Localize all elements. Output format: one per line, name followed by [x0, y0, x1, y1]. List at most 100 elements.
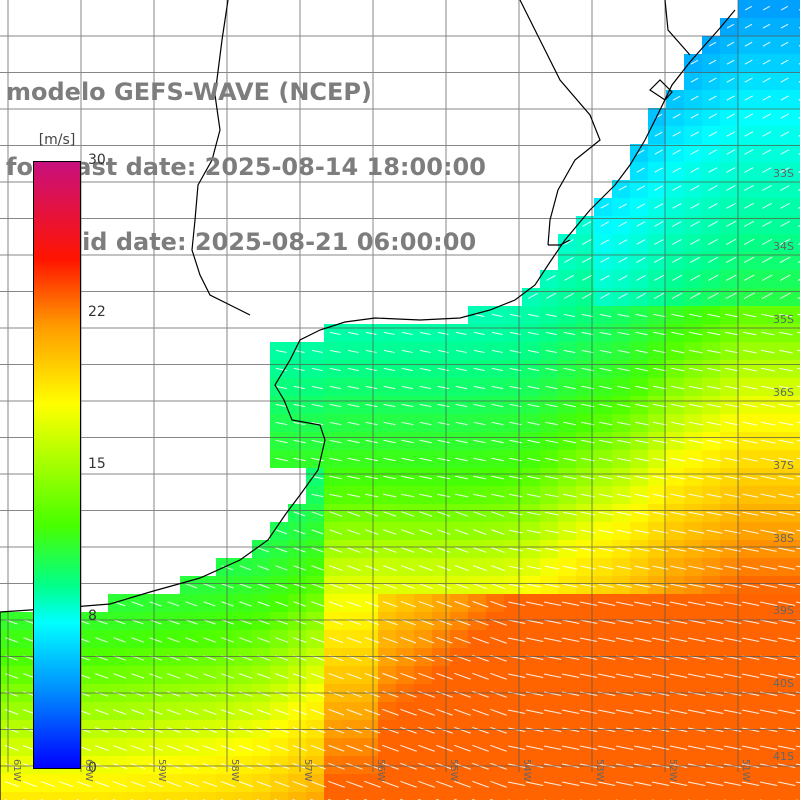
wind-arrow — [779, 292, 791, 300]
wind-arrow — [726, 202, 736, 209]
wind-arrow — [131, 637, 144, 643]
wind-arrow — [724, 781, 742, 786]
wind-arrow — [780, 95, 789, 101]
wind-arrow — [562, 745, 580, 750]
wind-arrow — [760, 637, 778, 642]
lon-label: 51W — [740, 759, 751, 782]
wind-arrow — [580, 619, 598, 624]
wind-arrow — [708, 167, 718, 173]
wind-arrow — [436, 690, 453, 698]
wind-arrow — [545, 385, 558, 390]
wind-arrow — [652, 619, 670, 624]
wind-arrow — [418, 726, 435, 734]
wind-arrow — [688, 745, 706, 750]
wind-arrow — [616, 601, 634, 606]
wind-arrow — [455, 547, 469, 553]
wind-cell — [792, 774, 800, 792]
wind-arrow — [634, 475, 650, 480]
wind-arrow — [690, 167, 700, 173]
wind-arrow — [329, 475, 343, 480]
wind-arrow — [257, 637, 271, 643]
wind-arrow — [95, 673, 109, 679]
lat-label: 41S — [773, 750, 794, 763]
wind-arrow — [436, 726, 453, 734]
wind-arrow — [418, 636, 435, 644]
wind-arrow — [491, 439, 504, 444]
wind-arrow — [508, 673, 526, 678]
wind-arrow — [762, 220, 773, 227]
wind-arrow — [634, 601, 652, 606]
wind-arrow — [257, 583, 270, 589]
wind-arrow — [383, 493, 397, 498]
wind-arrow — [562, 637, 580, 642]
wind-arrow — [364, 601, 380, 608]
wind-arrow — [634, 637, 652, 642]
wind-arrow — [562, 673, 580, 678]
wind-arrow — [618, 257, 628, 263]
wind-arrow — [778, 511, 795, 516]
wind-arrow — [580, 781, 598, 786]
wind-cell — [792, 0, 800, 18]
wind-arrow — [167, 637, 180, 643]
wind-arrow — [472, 583, 487, 590]
wind-arrow — [563, 457, 577, 462]
wind-arrow — [311, 457, 324, 462]
wind-arrow — [672, 167, 682, 173]
wind-arrow — [689, 385, 703, 390]
wind-arrow — [780, 167, 790, 173]
wind-arrow — [778, 493, 795, 498]
wind-arrow — [455, 367, 467, 372]
wind-arrow — [490, 672, 507, 680]
wind-arrow — [256, 709, 271, 715]
wind-cell — [540, 792, 558, 800]
wind-cell — [792, 450, 800, 468]
wind-arrow — [760, 565, 778, 570]
wind-arrow — [347, 367, 359, 372]
wind-arrow — [636, 221, 646, 227]
wind-arrow — [275, 601, 288, 607]
wind-arrow — [491, 349, 503, 354]
wind-arrow — [598, 673, 616, 678]
wind-arrow — [688, 493, 704, 498]
wind-arrow — [383, 547, 397, 553]
wind-arrow — [726, 149, 736, 155]
wind-arrow — [796, 511, 800, 514]
wind-arrow — [166, 781, 182, 788]
wind-arrow — [419, 349, 431, 354]
wind-arrow — [743, 292, 755, 300]
wind-arrow — [418, 708, 435, 716]
lon-label: 58W — [229, 759, 240, 782]
wind-arrow — [545, 421, 558, 426]
wind-arrow — [473, 457, 486, 462]
wind-cell — [792, 396, 800, 414]
wind-arrow — [744, 202, 754, 209]
wind-arrow — [616, 565, 632, 570]
wind-arrow — [726, 220, 736, 227]
border-east — [519, 0, 601, 246]
wind-arrow — [347, 457, 360, 462]
wind-arrow — [5, 709, 19, 715]
wind-arrow — [599, 331, 612, 336]
wind-arrow — [654, 274, 664, 281]
wind-arrow — [635, 313, 648, 318]
wind-arrow — [690, 220, 700, 227]
wind-arrow — [166, 727, 181, 733]
wind-arrow — [652, 709, 670, 714]
wind-arrow — [545, 457, 559, 462]
wind-cell — [684, 792, 702, 800]
wind-arrow — [670, 439, 686, 444]
wind-arrow — [436, 636, 453, 644]
wind-arrow — [796, 529, 800, 532]
wind-arrow — [670, 583, 687, 588]
wind-arrow — [257, 565, 270, 571]
wind-arrow — [546, 292, 556, 299]
wind-arrow — [203, 673, 217, 679]
wind-arrow — [706, 583, 723, 588]
wind-arrow — [653, 403, 667, 408]
wind-arrow — [636, 292, 646, 299]
wind-arrow — [742, 709, 760, 714]
wind-arrow — [671, 367, 685, 372]
wind-arrow — [455, 529, 469, 535]
wind-arrow — [778, 745, 796, 750]
